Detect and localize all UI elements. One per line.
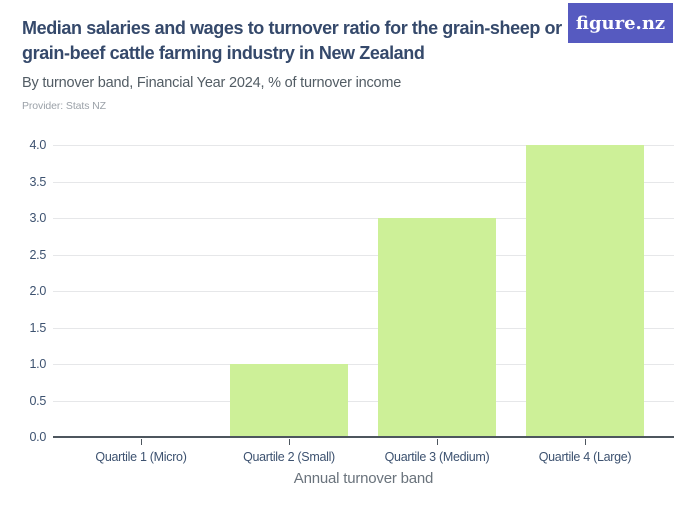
y-axis-tick-label: 2.5	[29, 248, 47, 262]
y-axis-tick-label: 0.0	[29, 430, 47, 444]
x-axis-category-label: Quartile 2 (Small)	[243, 450, 335, 464]
chart-provider: Provider: Stats NZ	[22, 100, 106, 113]
x-axis-category-label: Quartile 4 (Large)	[538, 450, 632, 464]
chart-header: Median salaries and wages to turnover ra…	[22, 16, 582, 113]
x-axis-line	[53, 436, 674, 438]
chart-subtitle: By turnover band, Financial Year 2024, %…	[22, 74, 402, 91]
y-axis-tick-label: 3.5	[29, 175, 47, 189]
x-axis-tick	[289, 439, 290, 445]
figurenz-logo-text: figure.nz	[575, 12, 666, 34]
gridline	[53, 401, 674, 402]
x-axis-tick	[437, 439, 438, 445]
y-axis-tick-label: 0.5	[29, 394, 47, 408]
x-axis-category-label: Quartile 3 (Medium)	[384, 450, 490, 464]
bar-quartile-2-small[interactable]	[230, 364, 348, 437]
gridline	[53, 255, 674, 256]
gridline	[53, 364, 674, 365]
y-axis-tick-label: 4.0	[29, 138, 47, 152]
gridline	[53, 291, 674, 292]
x-axis-category-label: Quartile 1 (Micro)	[95, 450, 187, 464]
bar-quartile-4-large[interactable]	[526, 145, 644, 437]
gridline	[53, 145, 674, 146]
x-axis-tick	[141, 439, 142, 445]
chart-title: Median salaries and wages to turnover ra…	[22, 18, 562, 63]
figurenz-logo[interactable]: figure.nz	[568, 3, 673, 43]
gridline	[53, 218, 674, 219]
gridline	[53, 328, 674, 329]
y-axis-tick-label: 1.5	[29, 321, 47, 335]
x-axis-title: Annual turnover band	[293, 470, 434, 487]
bar-quartile-3-medium[interactable]	[378, 218, 496, 437]
gridline	[53, 182, 674, 183]
y-axis-tick-label: 3.0	[29, 211, 47, 225]
x-axis-tick	[585, 439, 586, 445]
y-axis-tick-label: 1.0	[29, 357, 47, 371]
y-axis-tick-label: 2.0	[29, 284, 47, 298]
